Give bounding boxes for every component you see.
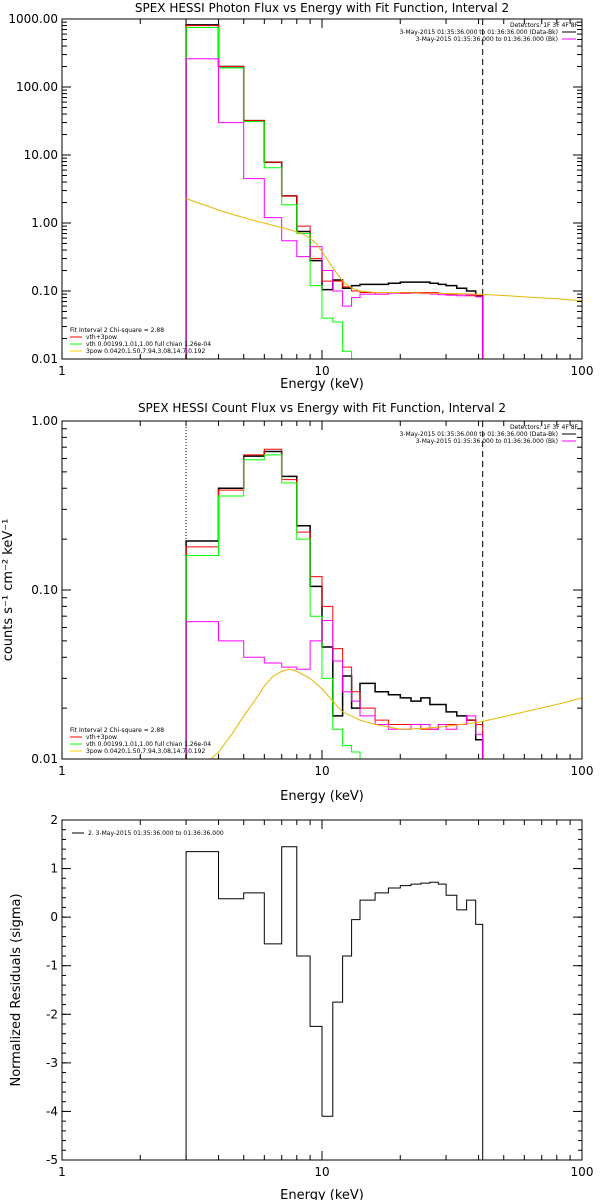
photon-flux-panel: SPEX HESSI Photon Flux vs Energy with Fi… <box>8 1 593 392</box>
series-2-line <box>185 454 376 759</box>
panel2-markers <box>185 421 484 759</box>
legend-text: 2. 3-May-2015 01:35:36.000 to 01:36:36.0… <box>88 830 224 837</box>
series-2-line <box>185 27 376 359</box>
panel1-ticks: 1 10 100 0.01 0.10 1.00 10.00 100.00 1000.00 <box>8 12 593 378</box>
y-tick-label: 0 <box>50 910 58 924</box>
legend-text: vth 0.00199,1.01,1.00 full chian 1.26e-0… <box>86 741 211 748</box>
series-4-line <box>210 668 582 759</box>
y-tick-label: 1000.00 <box>8 12 58 26</box>
y-tick-label: -1 <box>46 959 58 973</box>
panel2-legend-top-right: Detectors: 1F 3F 4F 8F3-May-2015 01:35:3… <box>399 424 578 445</box>
y-tick-label: 1.00 <box>31 414 58 428</box>
x-tick-label: 1 <box>58 1165 66 1179</box>
panel1-xlabel: Energy (keV) <box>280 377 364 392</box>
y-tick-label: 1.00 <box>31 216 58 230</box>
y-tick-label: 0.10 <box>31 583 58 597</box>
y-tick-label: 0.01 <box>31 752 58 766</box>
x-tick-label: 100 <box>571 764 594 778</box>
series-0-line <box>185 450 484 759</box>
panel1-legend-bottom-left: Fit Interval 2 Chi-square = 2.88vth+3pow… <box>70 327 211 355</box>
series-0-line <box>185 24 484 359</box>
x-tick-label: 1 <box>58 764 66 778</box>
y-tick-label: 100.00 <box>16 80 58 94</box>
x-tick-label: 10 <box>314 1165 329 1179</box>
panel3-xlabel: Energy (keV) <box>280 1188 364 1200</box>
x-tick-label: 1 <box>58 364 66 378</box>
panel2-ylabel: counts s⁻¹ cm⁻² keV⁻¹ <box>1 519 16 662</box>
panel1-series <box>185 24 582 359</box>
legend-text: Detectors: 1F 3F 4F 8F <box>510 22 579 29</box>
legend-text: vth 0.00199,1.01,1.00 full chian 1.26e-0… <box>86 341 211 348</box>
legend-text: Detectors: 1F 3F 4F 8F <box>510 424 579 431</box>
panel3-legend: 2. 3-May-2015 01:35:36.000 to 01:36:36.0… <box>72 830 224 837</box>
x-tick-label: 100 <box>571 1165 594 1179</box>
y-tick-label: -4 <box>46 1104 58 1118</box>
panel1-legend-top-right: Detectors: 1F 3F 4F 8F3-May-2015 01:35:3… <box>399 22 578 43</box>
panel1-markers <box>185 19 484 359</box>
y-tick-label: 10.00 <box>24 148 58 162</box>
legend-text: Fit Interval 2 Chi-square = 2.88 <box>70 727 164 734</box>
series-4-line <box>185 197 582 302</box>
legend-text: 3-May-2015 01:35:36.000 to 01:36:36.000 … <box>416 438 558 445</box>
legend-text: Fit Interval 2 Chi-square = 2.88 <box>70 327 164 334</box>
series-3-line <box>185 58 484 359</box>
x-tick-label: 10 <box>314 364 329 378</box>
legend-text: vth+3pow <box>86 734 117 741</box>
legend-text: 3pow 0.0420,1.50,7.94,3.08,14.7,0.192 <box>86 748 205 755</box>
y-tick-label: -3 <box>46 1056 58 1070</box>
legend-text: 3pow 0.0420,1.50,7.94,3.08,14.7,0.192 <box>86 348 205 355</box>
series-0-line <box>185 846 484 1160</box>
panel2-series <box>185 448 582 759</box>
panel1-title: SPEX HESSI Photon Flux vs Energy with Fi… <box>135 1 509 15</box>
panel3-series <box>185 846 484 1160</box>
panel3-ylabel: Normalized Residuals (sigma) <box>9 893 24 1086</box>
legend-text: 3-May-2015 01:35:36.000 to 01:36:36.000 … <box>399 29 558 36</box>
panel2-title: SPEX HESSI Count Flux vs Energy with Fit… <box>138 401 506 415</box>
y-tick-label: 2 <box>50 813 58 827</box>
y-tick-label: 1 <box>50 862 58 876</box>
legend-text: 3-May-2015 01:35:36.000 to 01:36:36.000 … <box>399 431 558 438</box>
panel2-ticks: 1 10 100 0.01 0.10 1.00 <box>31 414 593 778</box>
legend-text: vth+3pow <box>86 334 117 341</box>
y-tick-label: -2 <box>46 1007 58 1021</box>
y-tick-label: -5 <box>46 1153 58 1167</box>
panel2-legend-bottom-left: Fit Interval 2 Chi-square = 2.88vth+3pow… <box>70 727 211 755</box>
count-flux-panel: SPEX HESSI Count Flux vs Energy with Fit… <box>1 401 593 804</box>
series-1-line <box>185 25 484 359</box>
panel2-xlabel: Energy (keV) <box>280 789 364 804</box>
y-tick-label: 0.10 <box>31 284 58 298</box>
legend-text: 3-May-2015 01:35:36.000 to 01:36:36.000 … <box>416 36 558 43</box>
x-tick-label: 100 <box>571 364 594 378</box>
y-tick-label: 0.01 <box>31 352 58 366</box>
x-tick-label: 10 <box>314 764 329 778</box>
series-3-line <box>185 620 484 759</box>
